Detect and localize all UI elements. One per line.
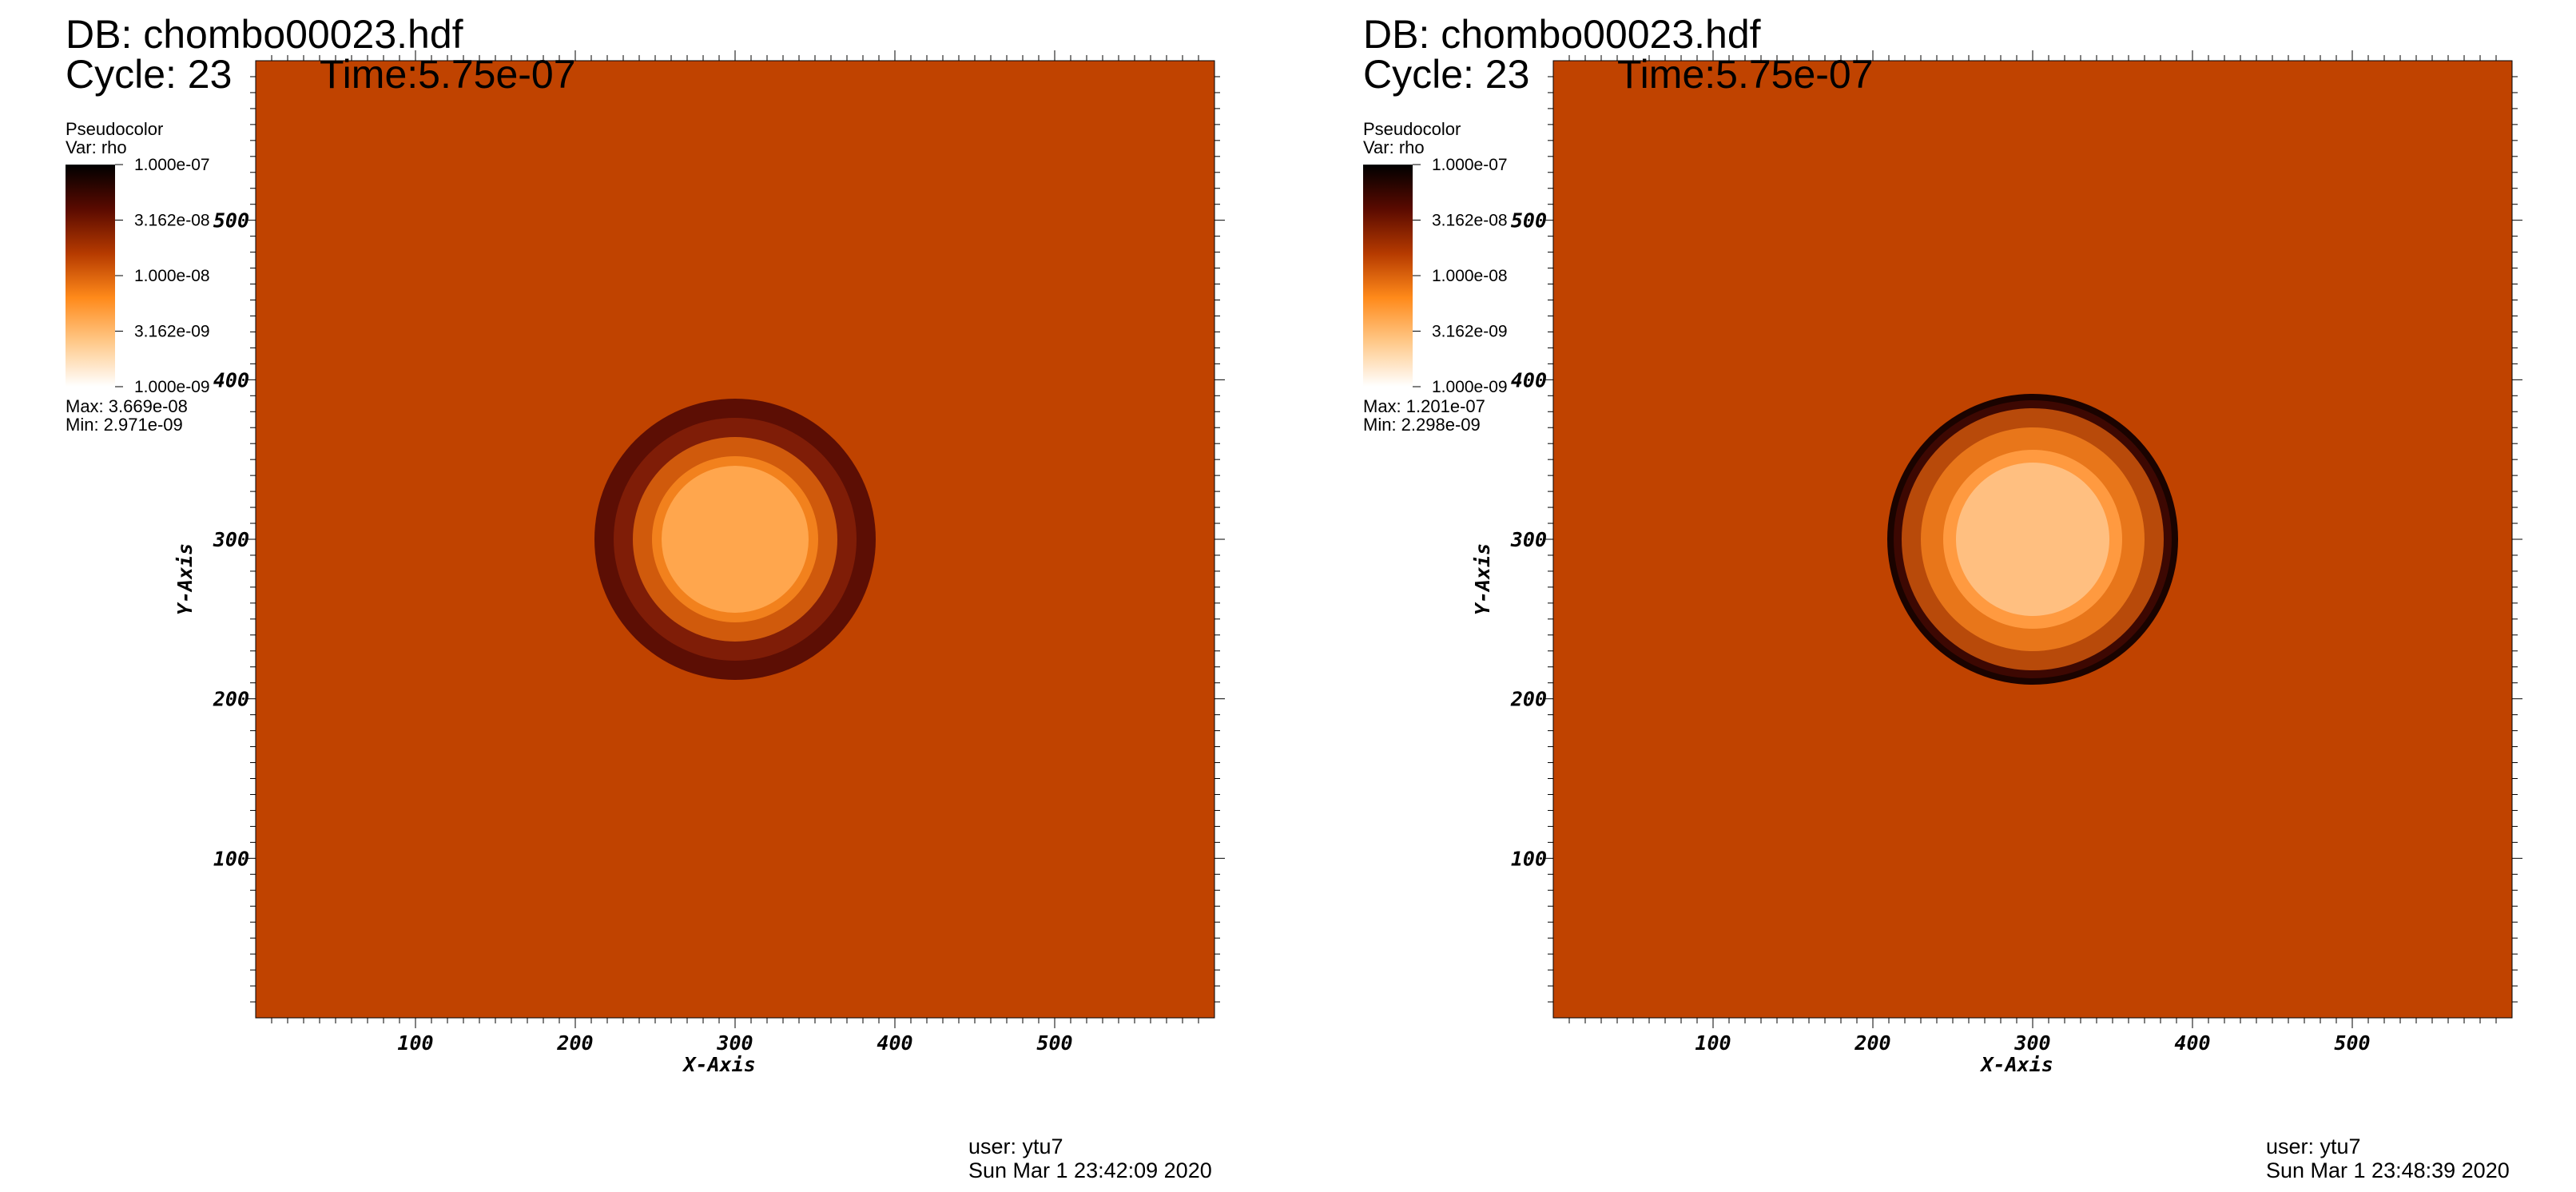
colorbar-tick-label: 1.000e-07 bbox=[134, 156, 210, 174]
plot-svg: 100 200 300 400 500 100 200 300 400 500 X-Axis Y-Ax… bbox=[66, 50, 1225, 1076]
density-ring bbox=[662, 466, 809, 613]
y-tick-label: 500 bbox=[213, 209, 249, 232]
user-label: user: ytu7 bbox=[2266, 1134, 2361, 1158]
colorbar-tick-label: 1.000e-07 bbox=[1432, 156, 1508, 174]
plot-kind-label: Pseudocolor bbox=[1363, 119, 1461, 139]
variable-label: Var: rho bbox=[1363, 137, 1425, 157]
x-tick-label: 300 bbox=[2013, 1031, 2050, 1055]
colorbar-tick-label: 1.000e-08 bbox=[1432, 267, 1508, 285]
x-tick-label: 400 bbox=[2174, 1031, 2210, 1055]
x-tick-label: 400 bbox=[877, 1031, 912, 1055]
plot-panel-right: 100 200 300 400 500 100 200 300 400 500 X-Axis Y-Ax… bbox=[1298, 0, 2576, 1192]
x-tick-label: 300 bbox=[716, 1031, 753, 1055]
x-tick-label: 100 bbox=[397, 1031, 433, 1055]
time-label: Time:5.75e-07 bbox=[320, 52, 576, 97]
colorbar-tick-label: 1.000e-09 bbox=[134, 378, 210, 396]
y-tick-label: 300 bbox=[1510, 528, 1547, 551]
y-tick-label: 300 bbox=[213, 528, 249, 551]
colorbar-tick-label: 3.162e-09 bbox=[134, 323, 210, 341]
min-label: Min: 2.971e-09 bbox=[66, 415, 183, 435]
colorbar-tick-label: 1.000e-08 bbox=[134, 267, 210, 285]
y-tick-label: 400 bbox=[1511, 368, 1547, 391]
db-label: DB: chombo00023.hdf bbox=[1363, 12, 1761, 57]
user-label: user: ytu7 bbox=[968, 1134, 1063, 1158]
colorbar bbox=[1363, 165, 1413, 387]
x-tick-label: 200 bbox=[1854, 1031, 1890, 1055]
y-tick-label: 100 bbox=[1511, 847, 1547, 870]
y-tick-label: 400 bbox=[213, 368, 249, 391]
y-tick-label: 200 bbox=[213, 688, 249, 711]
cycle-label: Cycle: 23 bbox=[66, 52, 233, 97]
y-axis-title: Y-Axis bbox=[1471, 543, 1494, 615]
density-ring bbox=[1956, 463, 2109, 616]
x-tick-label: 500 bbox=[2334, 1031, 2370, 1055]
colorbar bbox=[66, 165, 115, 387]
colorbar-tick-label: 3.162e-08 bbox=[1432, 212, 1508, 230]
max-label: Max: 1.201e-07 bbox=[1363, 396, 1485, 416]
max-label: Max: 3.669e-08 bbox=[66, 396, 188, 416]
plot-panel-left: 100 200 300 400 500 100 200 300 400 500 X-Axis Y-Ax… bbox=[66, 12, 1225, 1182]
y-tick-label: 100 bbox=[213, 847, 249, 870]
date-label: Sun Mar 1 23:48:39 2020 bbox=[2266, 1158, 2510, 1182]
plot-kind-label: Pseudocolor bbox=[66, 119, 164, 139]
min-label: Min: 2.298e-09 bbox=[1363, 415, 1481, 435]
plot-svg: 100 200 300 400 500 100 200 300 400 500 X-Axis Y-Ax… bbox=[1363, 50, 2522, 1076]
db-label: DB: chombo00023.hdf bbox=[66, 12, 463, 57]
colorbar-tick-label: 3.162e-09 bbox=[1432, 323, 1508, 341]
x-tick-label: 100 bbox=[1695, 1031, 1731, 1055]
y-tick-label: 500 bbox=[1511, 209, 1547, 232]
variable-label: Var: rho bbox=[66, 137, 127, 157]
x-axis-title: X-Axis bbox=[1980, 1053, 2053, 1076]
y-tick-label: 200 bbox=[1510, 688, 1547, 711]
date-label: Sun Mar 1 23:42:09 2020 bbox=[968, 1158, 1212, 1182]
x-axis-title: X-Axis bbox=[682, 1053, 756, 1076]
colorbar-tick-label: 3.162e-08 bbox=[134, 212, 210, 230]
y-axis-title: Y-Axis bbox=[173, 543, 197, 615]
x-tick-label: 200 bbox=[556, 1031, 593, 1055]
colorbar-tick-label: 1.000e-09 bbox=[1432, 378, 1508, 396]
x-tick-label: 500 bbox=[1036, 1031, 1072, 1055]
time-label: Time:5.75e-07 bbox=[1617, 52, 1874, 97]
cycle-label: Cycle: 23 bbox=[1363, 52, 1530, 97]
